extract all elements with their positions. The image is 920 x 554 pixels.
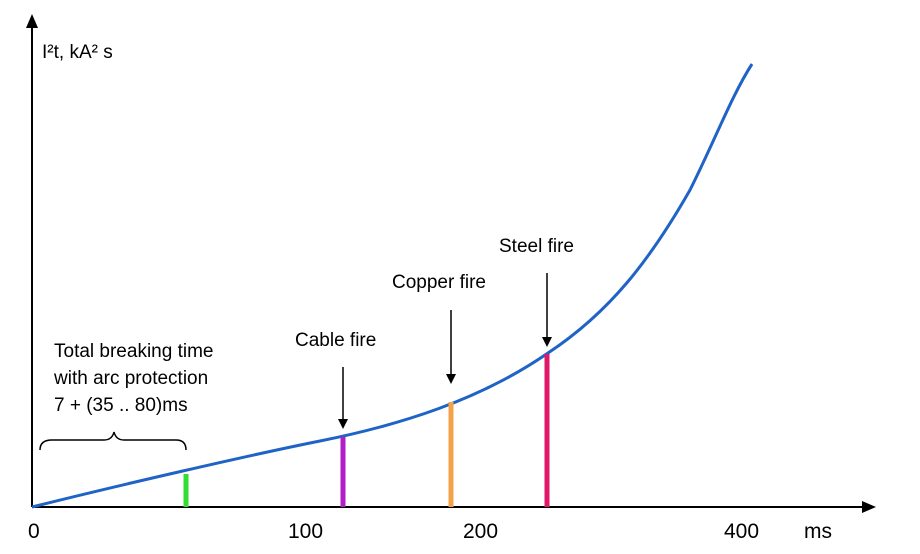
steel-fire-label: Steel fire	[499, 236, 574, 257]
x-axis-label: ms	[804, 520, 832, 543]
x-tick-label-0: 0	[28, 520, 40, 543]
breaking-time-line-3: 7 + (35 .. 80)ms	[54, 395, 188, 416]
x-tick-label-2: 200	[463, 520, 498, 543]
copper-fire-label: Copper fire	[392, 272, 486, 293]
cable-fire-label: Cable fire	[295, 330, 376, 351]
x-tick-label-3: 400	[724, 520, 759, 543]
breaking-time-line-2: with arc protection	[53, 368, 208, 389]
y-axis-label: I²t, kA² s	[42, 42, 113, 63]
breaking-time-line-1: Total breaking time	[54, 341, 213, 362]
i2t-curve	[31, 63, 754, 509]
y-axis-arrow	[26, 14, 38, 28]
breaking-time-brace	[39, 431, 187, 451]
x-axis-arrow	[862, 501, 876, 513]
x-tick-label-1: 100	[288, 520, 323, 543]
